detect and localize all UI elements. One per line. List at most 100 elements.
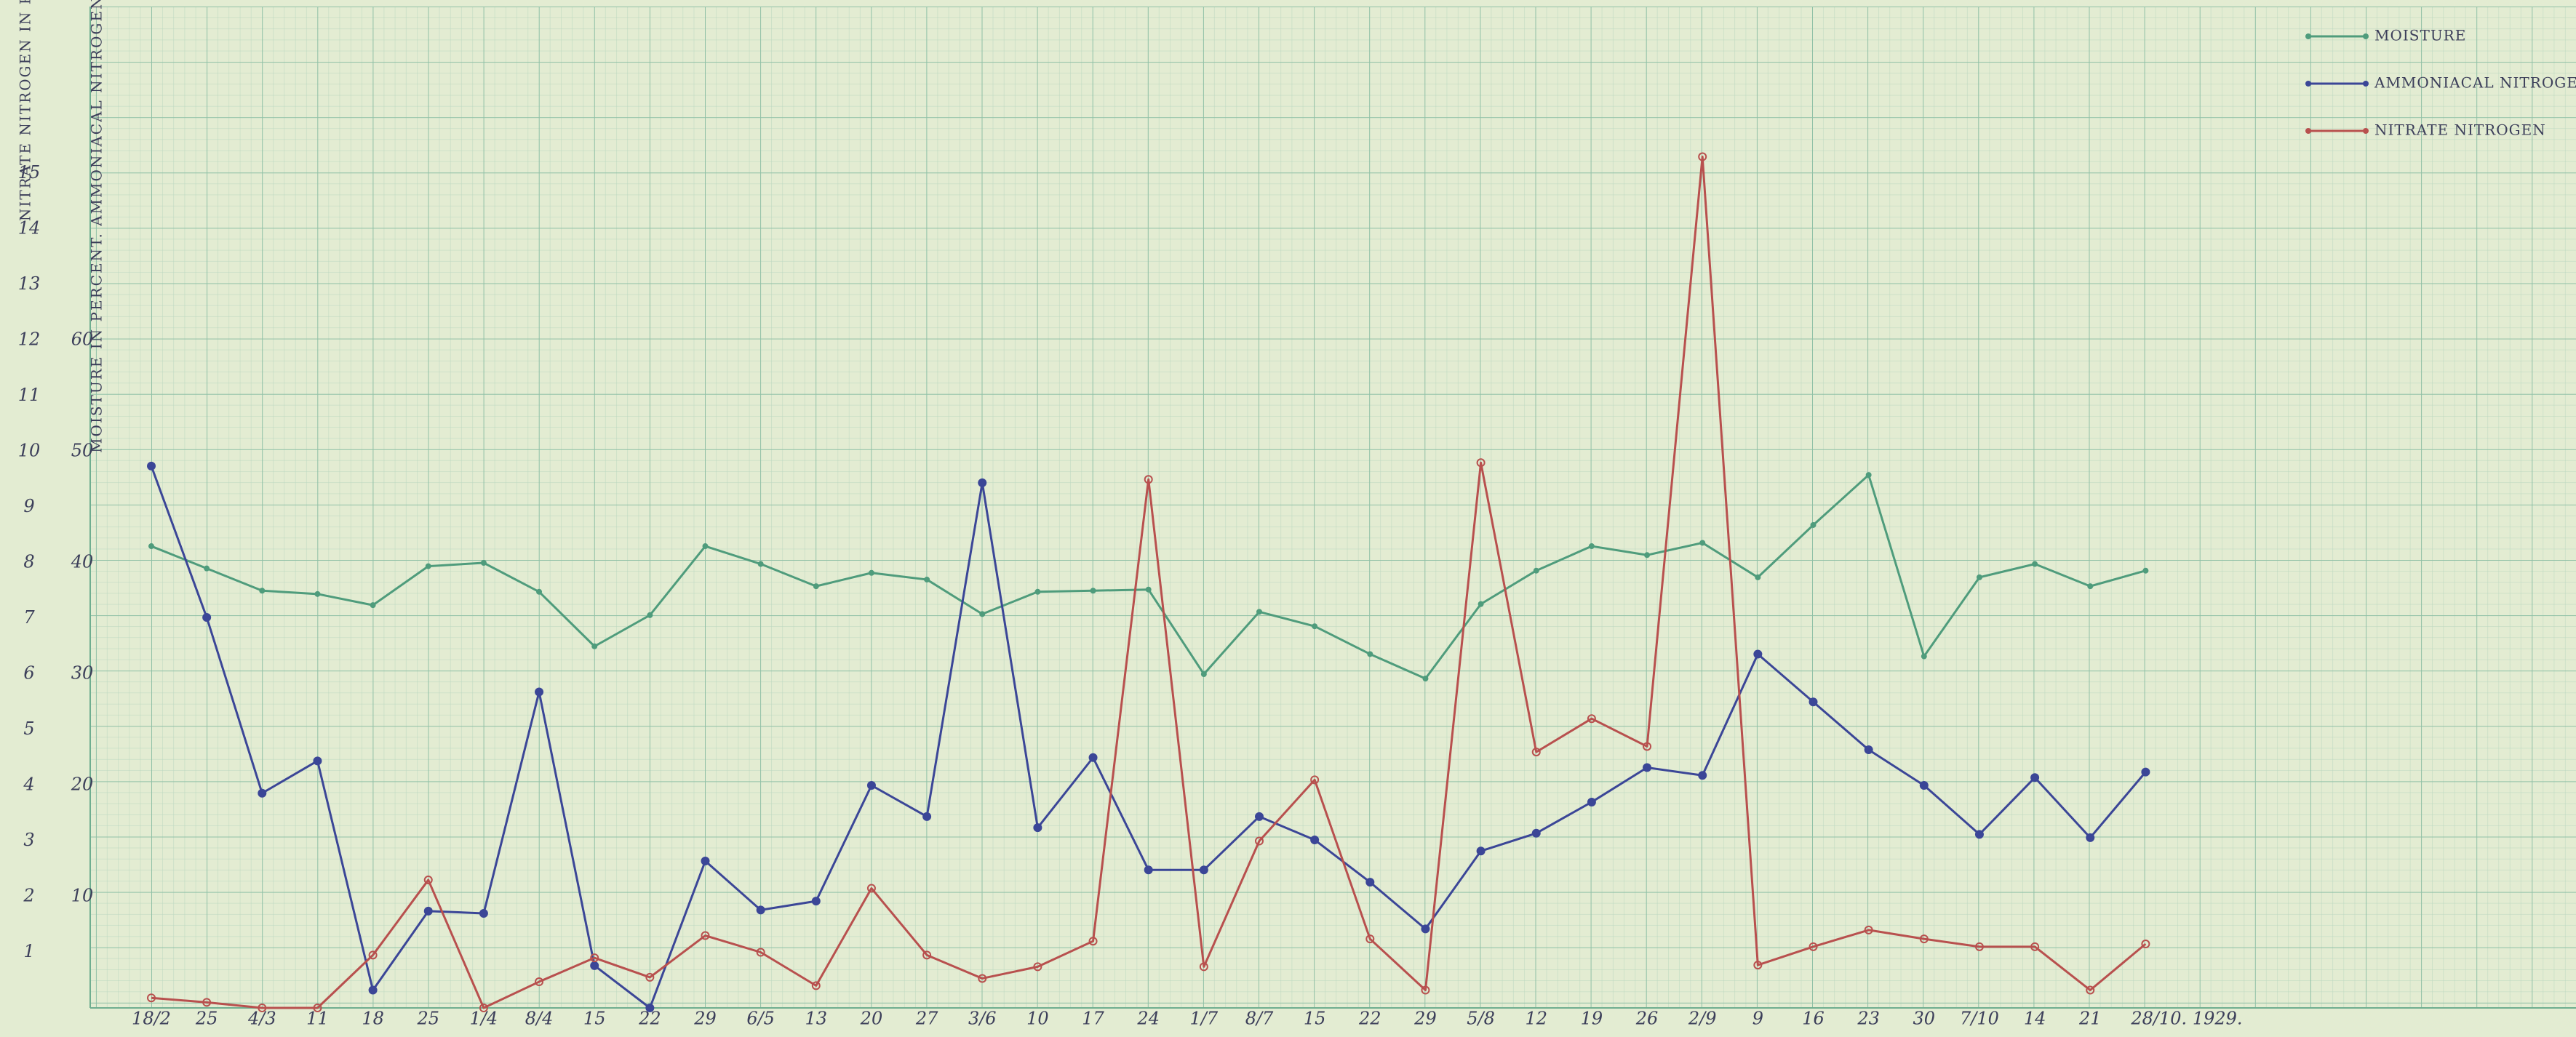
y-axis-title: MOISTURE IN PERCENT. AMMONIACAL NITROGEN… xyxy=(88,0,105,453)
data-point xyxy=(868,569,874,576)
legend-marker xyxy=(2363,81,2369,87)
data-point xyxy=(1919,934,1929,944)
data-point xyxy=(1974,830,1984,839)
data-point xyxy=(259,588,266,594)
data-point xyxy=(479,1004,488,1012)
data-point xyxy=(2142,567,2149,574)
data-point xyxy=(1533,567,1539,574)
data-point xyxy=(536,588,543,595)
y2-tick-label: 14 xyxy=(18,218,41,239)
x-tick-label: 23 xyxy=(1857,1009,1880,1029)
data-point xyxy=(1421,924,1430,934)
x-tick-label: 16 xyxy=(1802,1009,1825,1029)
data-point xyxy=(1753,961,1763,970)
data-point xyxy=(1365,878,1375,887)
y-tick-label: 30 xyxy=(71,663,94,684)
data-point xyxy=(1588,543,1595,550)
data-point xyxy=(2086,833,2095,842)
data-point xyxy=(368,985,378,995)
y2-tick-label: 10 xyxy=(18,441,41,461)
x-tick-label: 9 xyxy=(1752,1009,1763,1029)
data-point xyxy=(1090,588,1096,594)
data-point xyxy=(757,561,764,567)
data-point xyxy=(922,950,932,960)
y2-tick-label: 13 xyxy=(18,273,41,294)
data-point xyxy=(147,461,156,471)
data-point xyxy=(1643,742,1652,751)
x-tick-label: 15 xyxy=(1304,1009,1326,1029)
data-point xyxy=(313,1004,322,1012)
data-point xyxy=(1033,962,1042,972)
y2-tick-label: 4 xyxy=(23,774,34,795)
data-point xyxy=(423,906,433,916)
data-point xyxy=(370,602,376,609)
y2-tick-label: 5 xyxy=(23,718,34,739)
data-point xyxy=(1531,828,1541,838)
data-point xyxy=(1145,586,1152,593)
x-tick-label: 29 xyxy=(693,1009,717,1029)
legend-label: AMMONIACAL NITROGEN xyxy=(2374,74,2576,92)
y-tick-label: 40 xyxy=(71,552,94,572)
y2-tick-label: 11 xyxy=(18,385,41,405)
data-point xyxy=(756,905,765,915)
x-tick-label: 25 xyxy=(195,1009,218,1029)
data-point xyxy=(1476,846,1486,856)
x-tick-label: 14 xyxy=(2024,1009,2046,1029)
x-tick-label: 24 xyxy=(1136,1009,1160,1029)
data-point xyxy=(202,998,212,1007)
data-point xyxy=(480,560,487,566)
data-point xyxy=(1809,942,1818,951)
series-line xyxy=(151,156,2147,1009)
legend-label: NITRATE NITROGEN xyxy=(2374,121,2546,139)
x-tick-label: 25 xyxy=(416,1009,439,1029)
data-point xyxy=(1699,540,1706,546)
x-tick-label: 8/4 xyxy=(525,1009,554,1029)
y2-tick-label: 7 xyxy=(23,607,35,628)
data-point xyxy=(756,948,765,957)
data-point xyxy=(1810,521,1817,528)
y-tick-label: 60 xyxy=(71,329,94,350)
data-point xyxy=(1310,775,1320,785)
data-point xyxy=(1809,697,1818,707)
x-tick-label: 17 xyxy=(1082,1009,1104,1029)
y2-tick-label: 15 xyxy=(18,162,41,183)
data-point xyxy=(590,953,599,963)
data-point xyxy=(1698,152,1707,161)
data-point xyxy=(148,543,154,550)
data-point xyxy=(1033,823,1042,833)
legend-marker xyxy=(2363,128,2369,134)
x-tick-label: 30 xyxy=(1913,1009,1936,1029)
data-point xyxy=(1255,812,1264,821)
graph-paper xyxy=(90,7,2576,1008)
legend-marker xyxy=(2305,33,2311,39)
data-point xyxy=(647,612,653,618)
x-tick-label: 28/10. 1929. xyxy=(2130,1009,2242,1029)
data-point xyxy=(924,576,930,582)
data-point xyxy=(866,884,876,893)
data-point xyxy=(1365,934,1375,944)
y-tick-label: 10 xyxy=(71,886,94,906)
data-point xyxy=(425,563,431,569)
data-point xyxy=(702,543,709,550)
data-point xyxy=(1753,649,1763,659)
data-point xyxy=(1144,475,1153,484)
y2-tick-label: 12 xyxy=(18,329,41,350)
data-point xyxy=(645,972,655,982)
data-point xyxy=(1921,653,1927,660)
x-tick-label: 3/6 xyxy=(968,1009,997,1029)
data-point xyxy=(479,908,488,918)
y2-tick-label: 1 xyxy=(23,941,34,961)
data-point xyxy=(1421,985,1430,995)
data-point xyxy=(2086,985,2095,995)
data-point xyxy=(1312,623,1318,630)
data-point xyxy=(1144,865,1153,875)
data-point xyxy=(2032,561,2038,567)
data-point xyxy=(2141,767,2150,777)
data-point xyxy=(313,756,322,766)
data-point xyxy=(1255,836,1264,846)
data-point xyxy=(1256,609,1262,615)
data-point xyxy=(1088,937,1098,946)
x-tick-label: 26 xyxy=(1635,1009,1659,1029)
data-point xyxy=(811,897,821,906)
data-point xyxy=(1864,925,1873,934)
